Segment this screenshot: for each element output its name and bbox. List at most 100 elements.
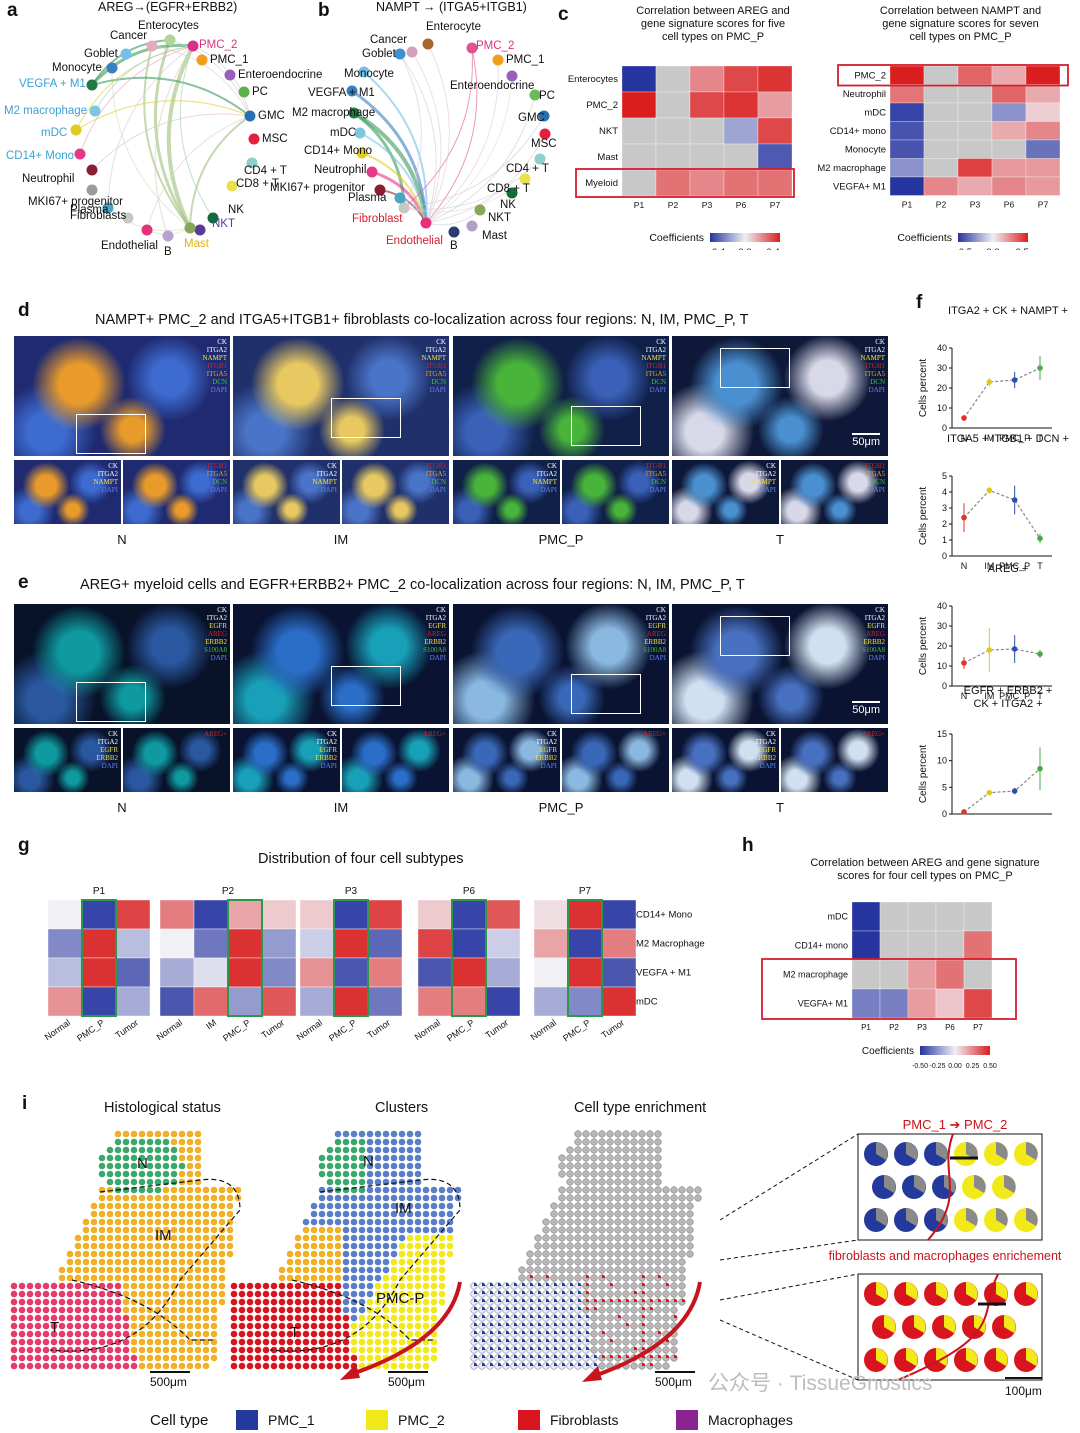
heatmap-col-label: Normal	[413, 1017, 443, 1042]
spatial-spot	[114, 1162, 122, 1170]
spatial-spot	[566, 1226, 574, 1234]
zoom-box	[76, 414, 146, 454]
heatmap-cell	[333, 986, 369, 1017]
heatmap-cell	[889, 139, 925, 159]
spatial-spot	[566, 1210, 574, 1218]
spatial-spot	[366, 1138, 374, 1146]
spatial-spot	[310, 1354, 318, 1362]
heatmap-cell	[567, 928, 603, 959]
heatmap-cell	[907, 930, 937, 961]
spatial-spot	[230, 1330, 238, 1338]
spatial-spot	[358, 1218, 366, 1226]
network-node-label: Fibroblast	[352, 213, 403, 225]
spatial-spot	[238, 1298, 246, 1306]
spatial-spot	[662, 1202, 670, 1210]
highlight-box	[761, 958, 1017, 1020]
spatial-spot	[590, 1178, 598, 1186]
spatial-spot	[326, 1266, 334, 1274]
network-node-label: Monocyte	[52, 62, 102, 74]
pie-slice	[514, 1354, 518, 1358]
spatial-spot	[254, 1354, 262, 1362]
y-tick-label: 1	[942, 535, 947, 545]
pie-slice	[482, 1298, 486, 1302]
spatial-spot	[422, 1194, 430, 1202]
spatial-spot	[438, 1242, 446, 1250]
spatial-spot	[414, 1314, 422, 1322]
spatial-spot	[398, 1290, 406, 1298]
spatial-spot	[430, 1218, 438, 1226]
heatmap-cell	[689, 91, 725, 119]
group-title: P3	[345, 886, 358, 897]
heatmap-cell	[451, 986, 487, 1017]
pie-slice	[944, 1315, 956, 1333]
spatial-spot	[154, 1322, 162, 1330]
spatial-spot	[246, 1322, 254, 1330]
spatial-spot	[186, 1274, 194, 1282]
micrograph-main: CK ITGA2 EGFR AREG ERBB2 S100A8 DAPI	[453, 604, 669, 724]
spatial-spot	[138, 1218, 146, 1226]
spatial-spot	[358, 1354, 366, 1362]
spatial-spot	[350, 1210, 358, 1218]
spatial-spot	[186, 1194, 194, 1202]
spatial-spot	[294, 1298, 302, 1306]
spatial-spot	[646, 1242, 654, 1250]
spatial-spot	[326, 1282, 334, 1290]
spatial-spot	[598, 1186, 606, 1194]
y-tick-label: 5	[942, 471, 947, 481]
spatial-spot	[34, 1354, 42, 1362]
data-point	[1037, 535, 1043, 542]
spatial-spot	[422, 1314, 430, 1322]
spatial-spot	[662, 1314, 670, 1322]
spatial-spot	[114, 1138, 122, 1146]
pie-slice	[906, 1348, 918, 1366]
pie-slice	[594, 1298, 598, 1302]
spatial-spot	[138, 1170, 146, 1178]
pie-slice	[506, 1298, 510, 1302]
spatial-spot	[422, 1250, 430, 1258]
spatial-spot	[582, 1202, 590, 1210]
spatial-spot	[106, 1274, 114, 1282]
spatial-spot	[194, 1234, 202, 1242]
spatial-spot	[590, 1130, 598, 1138]
spatial-spot	[26, 1282, 34, 1290]
spatial-spot	[646, 1282, 654, 1290]
spatial-spot	[670, 1218, 678, 1226]
spatial-spot	[50, 1290, 58, 1298]
spatial-spot	[34, 1346, 42, 1354]
heatmap-cell	[655, 65, 691, 93]
spatial-spot	[114, 1242, 122, 1250]
spatial-spot	[50, 1298, 58, 1306]
spatial-spot	[678, 1274, 686, 1282]
spatial-spot	[130, 1162, 138, 1170]
spatial-spot	[374, 1194, 382, 1202]
spatial-spot	[146, 1354, 154, 1362]
spatial-spot	[574, 1210, 582, 1218]
spatial-spot	[638, 1242, 646, 1250]
network-node-label: Cancer	[370, 34, 408, 46]
spatial-spot	[630, 1178, 638, 1186]
spatial-spot	[170, 1162, 178, 1170]
spatial-spot	[334, 1234, 342, 1242]
micrograph-inset-right: AREG+	[342, 728, 449, 792]
marker-legend: CK ITGA2 NAMPT ITGB1 ITGA5 DCN DAPI	[641, 338, 666, 394]
spatial-spot	[42, 1338, 50, 1346]
spatial-spot	[574, 1178, 582, 1186]
spatial-spot	[218, 1298, 226, 1306]
spatial-spot	[218, 1274, 226, 1282]
network-node	[506, 187, 518, 199]
spatial-spot	[238, 1314, 246, 1322]
spatial-spot	[398, 1146, 406, 1154]
network-edge	[179, 45, 214, 219]
heatmap-cell	[963, 959, 993, 990]
spatial-spot	[598, 1242, 606, 1250]
heatmap-cell	[533, 986, 569, 1017]
spatial-spot	[10, 1290, 18, 1298]
spatial-spot	[598, 1314, 606, 1322]
spatial-spot	[130, 1210, 138, 1218]
network-node	[398, 202, 410, 214]
pie-slice	[490, 1298, 494, 1302]
spatial-spot	[390, 1130, 398, 1138]
heatmap-cell	[81, 928, 117, 959]
spatial-spot	[598, 1362, 606, 1370]
spatial-spot	[598, 1258, 606, 1266]
